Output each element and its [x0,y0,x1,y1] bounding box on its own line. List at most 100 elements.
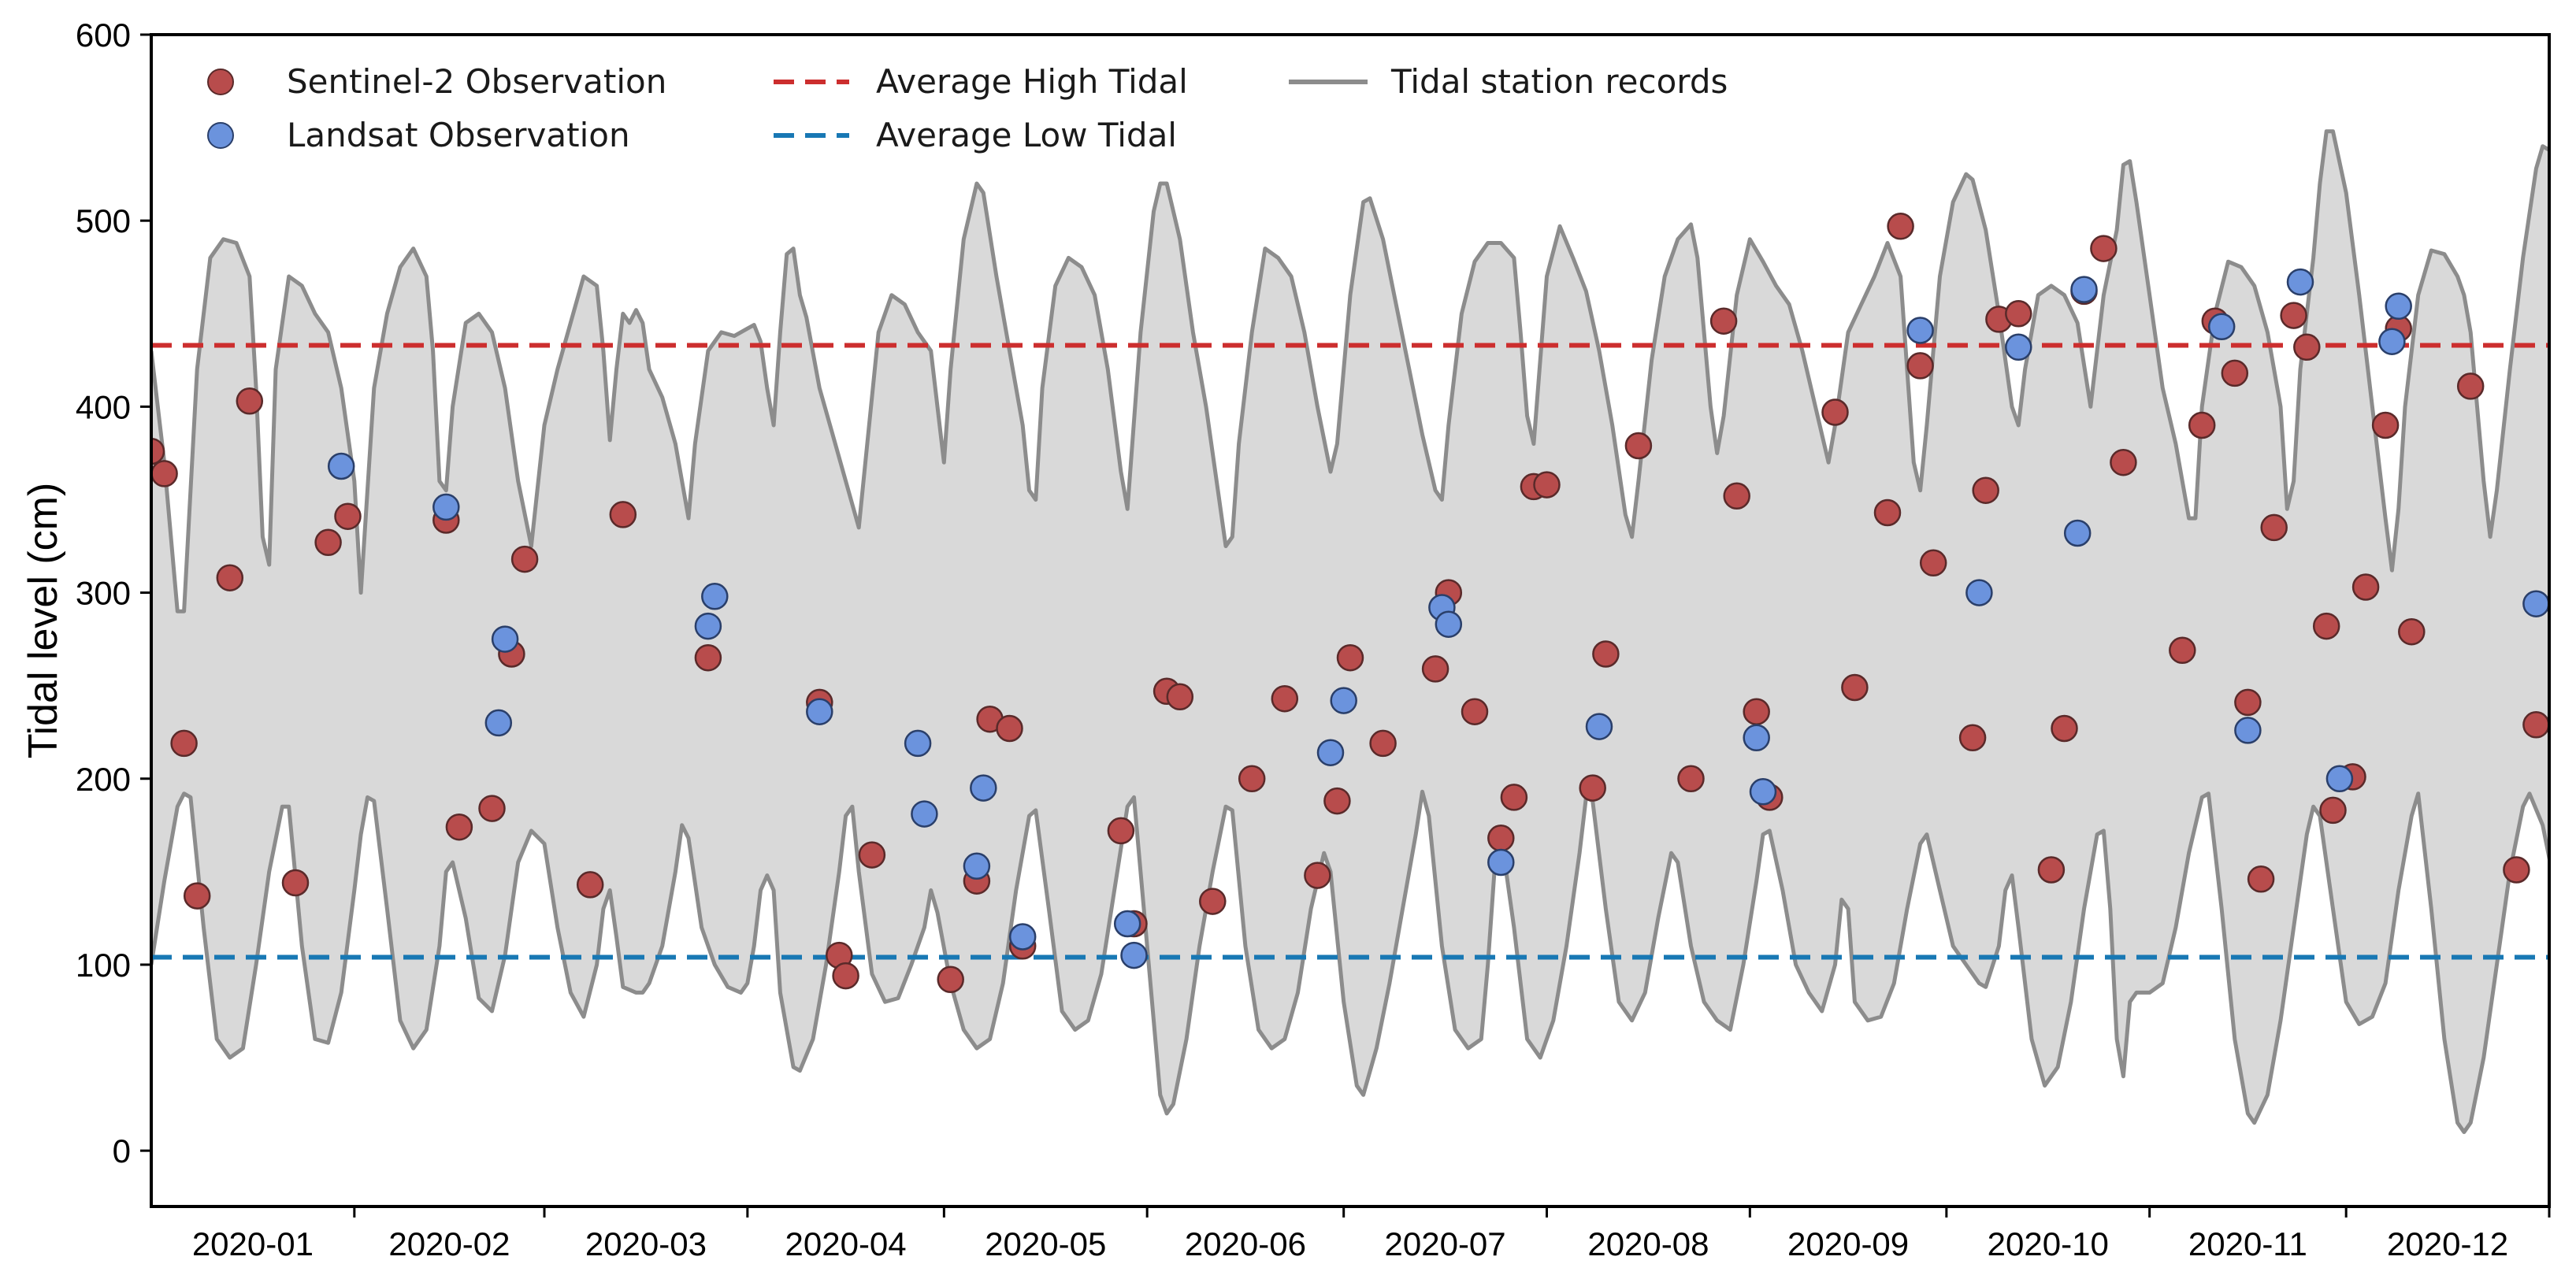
sentinel-2-point [1873,499,1902,527]
x-tick-label: 2020-04 [785,1225,907,1262]
sentinel-2-point [1323,787,1351,815]
x-tick-label: 2020-05 [985,1225,1106,1262]
legend-item-landsat: Landsat Observation [207,116,630,154]
sentinel-2-point [1906,352,1934,380]
sentinel-2-point [2037,856,2066,884]
sentinel-2-point [2260,513,2288,542]
landsat-point [2063,519,2092,547]
landsat-point [432,493,460,521]
x-tick-label: 2020-07 [1385,1225,1506,1262]
sentinel-2-point [2051,714,2078,743]
y-tick-label: 100 [76,947,131,984]
sentinel-2-point [281,869,310,897]
legend-landsat-marker [207,122,234,149]
sentinel-2-point [1107,817,1135,845]
sentinel-2-point [1709,307,1738,335]
sentinel-2-point [1624,432,1653,460]
sentinel-2-point [2247,865,2275,893]
sentinel-2-point [2319,796,2347,825]
landsat-point [1120,941,1148,969]
sentinel-2-point [183,882,211,910]
sentinel-2-point [576,871,604,899]
landsat-point [491,625,519,653]
landsat-point [1743,724,1770,752]
sentinel-2-point [1421,655,1449,683]
sentinel-2-point [1461,698,1489,725]
tidal-station-lower-line [151,789,2549,1134]
landsat-point [1316,739,1345,766]
sentinel-2-point [1304,862,1331,889]
landsat-point [806,698,833,725]
sentinel-2-point [2351,573,2380,601]
sentinel-2-point [510,545,539,573]
landsat-point [970,774,997,802]
landsat-point [1585,713,1613,740]
sentinel-2-point [1743,698,1770,725]
x-tick-label: 2020-03 [585,1225,707,1262]
sentinel-2-point [314,528,342,557]
landsat-point [1749,778,1777,806]
landsat-point [1906,317,1934,344]
x-tick-label: 2020-09 [1787,1225,1909,1262]
landsat-point [694,612,722,640]
sentinel-2-point [2188,411,2216,439]
sentinel-2-point [2503,856,2530,884]
y-tick-label: 0 [113,1132,131,1169]
sentinel-2-point [1336,643,1364,672]
plot-frame [150,33,2551,1208]
landsat-point [911,800,938,828]
sentinel-2-point [2312,612,2340,640]
sentinel-2-point [996,714,1023,743]
sentinel-2-point [2169,636,2196,665]
x-tick-label: 2020-08 [1587,1225,1709,1262]
sentinel-2-point [1579,774,1606,802]
sentinel-2-point [1958,724,1987,752]
landsat-point [1330,687,1357,714]
landsat-points [327,268,2549,969]
legend-item-average-high: Average High Tidal [774,62,1188,101]
tidal-envelope-fill [151,131,2549,1132]
x-axis: 2020-01 2020-02 2020-03 2020-04 2020-05 2020-… [192,1206,2551,1262]
sentinel-2-point [2522,711,2549,739]
sentinel-2-point [1166,683,1194,711]
sentinel-2-point [2293,333,2321,361]
sentinel-2-point [236,387,264,415]
sentinel-2-point [937,966,964,994]
sentinel-2-point [2090,235,2118,262]
sentinel-2-point [858,841,886,869]
sentinel-2-point [832,962,859,990]
sentinel-2-points [151,213,2549,994]
landsat-point [2005,333,2032,361]
sentinel-2-point [1841,673,1869,702]
sentinel-2-point [609,501,637,528]
x-tick-label: 2020-06 [1185,1225,1306,1262]
y-tick-label: 200 [76,761,131,798]
legend-item-tidal-station: Tidal station records [1289,62,1728,101]
y-tick-label: 600 [76,17,131,54]
sentinel-2-point [1972,476,1999,504]
sentinel-2-point [1238,765,1266,793]
landsat-point [2385,292,2412,321]
sentinel-2-point [2398,617,2426,646]
legend-sentinel-2-marker [207,69,234,95]
sentinel-2-point [216,564,244,591]
legend-landsat-label: Landsat Observation [287,116,630,154]
legend-average-low-label: Average Low Tidal [876,116,1177,154]
legend: Sentinel-2 Observation Landsat Observati… [207,62,1728,154]
landsat-point [904,729,932,758]
sentinel-2-point [1919,549,1947,577]
y-axis: 0 100 200 300 400 500 600 [76,17,151,1169]
sentinel-2-point [151,437,165,465]
x-tick-label: 2020-11 [2188,1225,2307,1262]
landsat-point [2325,765,2354,793]
landsat-point [327,452,355,480]
sentinel-2-point [1887,213,1914,240]
y-tick-label: 400 [76,388,131,425]
sentinel-2-point [1677,765,1705,793]
landsat-point [2522,590,2549,617]
legend-sentinel-2-label: Sentinel-2 Observation [287,62,666,101]
landsat-point [2378,328,2406,355]
landsat-point [1487,848,1515,877]
x-tick-label: 2020-10 [1988,1225,2109,1262]
